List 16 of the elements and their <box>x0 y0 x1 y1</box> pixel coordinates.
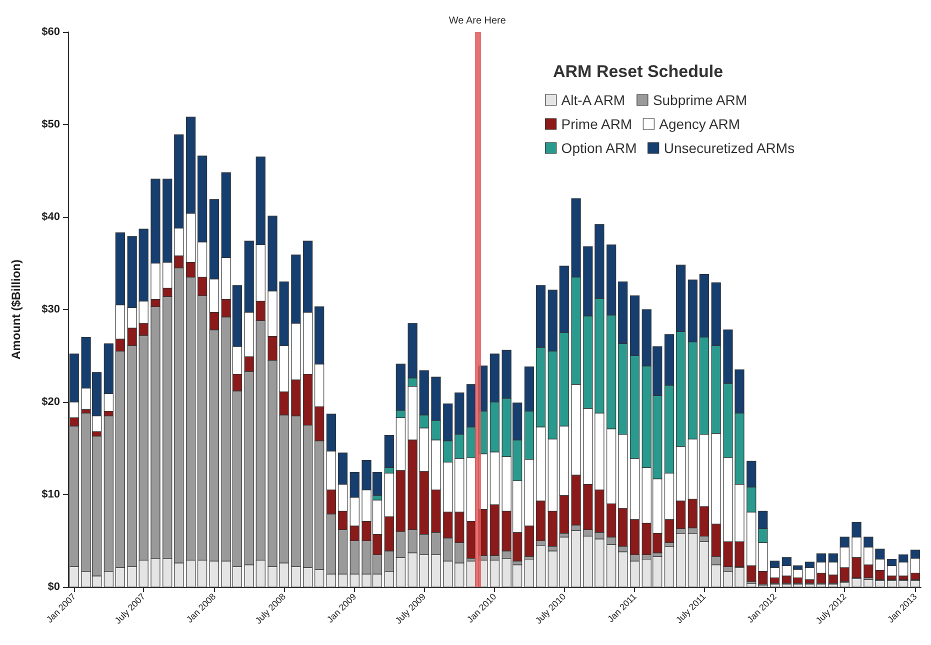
y-tick-label: $20 <box>42 396 60 408</box>
y-tick-label: $10 <box>42 488 60 500</box>
legend-label: Agency ARM <box>659 116 740 132</box>
legend-label: Unsecuretized ARMs <box>664 140 795 156</box>
y-tick-label: $0 <box>48 581 60 593</box>
legend-label: Prime ARM <box>561 116 632 132</box>
legend-label: Option ARM <box>561 140 637 156</box>
y-tick-label: $60 <box>42 26 60 38</box>
ref-line-label: We Are Here <box>448 16 506 26</box>
y-tick-label: $50 <box>42 118 60 130</box>
y-tick-label: $40 <box>42 211 60 223</box>
legend-label: Subprime ARM <box>652 92 748 108</box>
legend-label: Alt-A ARM <box>561 92 626 108</box>
y-axis-title: Amount ($Billion) <box>9 260 23 360</box>
legend-title: ARM Reset Schedule <box>553 62 724 81</box>
y-tick-label: $30 <box>42 304 60 316</box>
